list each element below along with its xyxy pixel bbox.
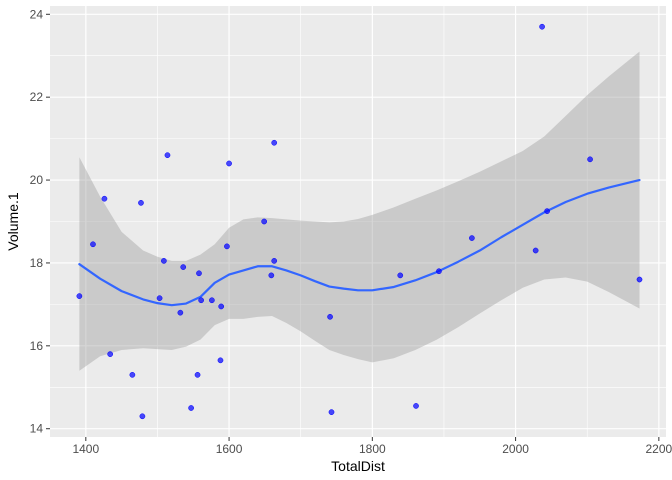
data-point xyxy=(164,152,171,159)
confidence-band-area xyxy=(79,51,640,371)
y-tick-label: 20 xyxy=(30,173,44,187)
data-point xyxy=(413,403,419,409)
data-point xyxy=(271,139,278,146)
data-point xyxy=(107,351,114,357)
y-tick-label: 18 xyxy=(30,256,44,270)
x-axis-title: TotalDist xyxy=(331,458,385,474)
x-tick-label: 1400 xyxy=(72,442,99,456)
data-point xyxy=(156,295,163,302)
data-point xyxy=(180,264,187,270)
data-point xyxy=(271,258,278,264)
x-tick-label: 1600 xyxy=(216,442,243,456)
x-tick-label: 1800 xyxy=(359,442,386,456)
smooth-line xyxy=(78,178,641,307)
grid-lines xyxy=(50,6,666,437)
data-point xyxy=(544,208,550,214)
y-axis-title: Volume.1 xyxy=(5,192,21,251)
data-point xyxy=(139,413,146,420)
y-tick-label: 24 xyxy=(30,7,44,21)
x-tick-label: 2200 xyxy=(645,442,672,456)
data-point xyxy=(138,200,144,206)
smooth-trend-line xyxy=(78,178,641,307)
y-tick-label: 22 xyxy=(30,90,44,104)
data-point xyxy=(328,409,335,415)
data-point xyxy=(218,303,225,310)
y-tick-label: 14 xyxy=(30,422,44,436)
data-point xyxy=(636,276,643,283)
data-point xyxy=(532,247,539,254)
data-points xyxy=(76,23,643,420)
data-point xyxy=(196,270,202,277)
data-point xyxy=(101,195,108,202)
data-point xyxy=(469,235,475,241)
data-point xyxy=(539,23,545,30)
data-point xyxy=(226,160,232,167)
data-point xyxy=(436,268,442,275)
data-point xyxy=(161,258,167,264)
y-tick-label: 16 xyxy=(30,339,44,353)
data-point xyxy=(209,297,215,304)
data-point xyxy=(198,297,204,304)
data-point xyxy=(224,243,230,250)
data-point xyxy=(217,357,224,364)
data-point xyxy=(194,371,201,378)
data-point xyxy=(188,405,194,411)
data-point xyxy=(261,218,268,225)
data-point xyxy=(587,156,593,163)
data-point xyxy=(90,241,96,248)
data-point xyxy=(129,371,136,378)
data-point xyxy=(327,313,333,320)
data-point xyxy=(76,293,83,299)
data-point xyxy=(177,309,184,316)
data-point xyxy=(397,272,404,279)
x-tick-label: 2000 xyxy=(502,442,529,456)
data-point xyxy=(268,272,275,279)
confidence-band xyxy=(79,51,640,371)
axis-ticks: 1400 1600 1800 2000 2200 14 16 18 20 22 24 xyxy=(30,7,672,456)
